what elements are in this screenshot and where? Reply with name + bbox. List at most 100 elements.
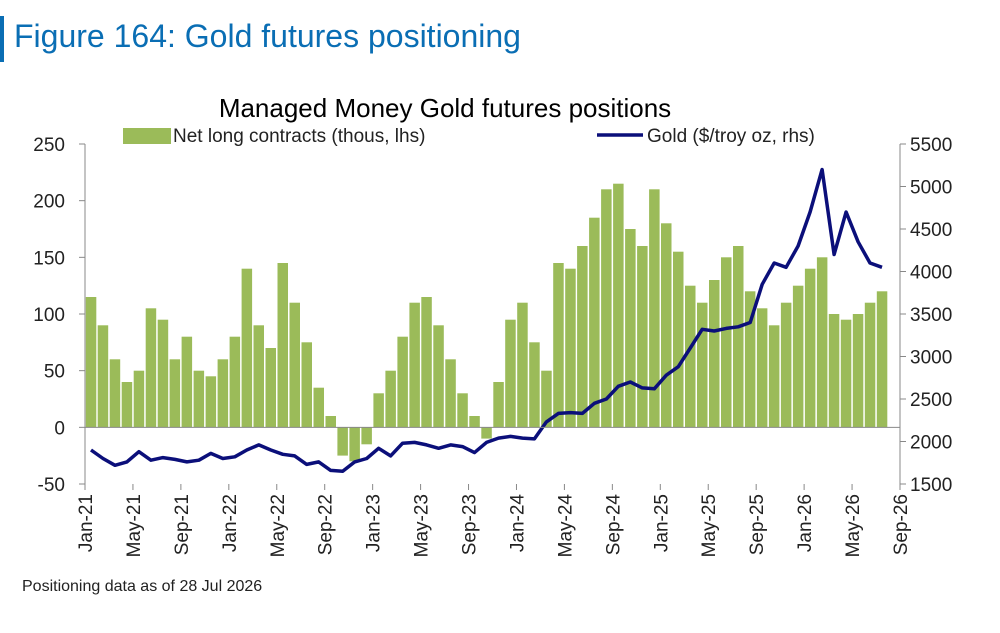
bar	[721, 257, 732, 428]
y-right-tick-label: 1500	[910, 475, 952, 496]
bar	[433, 325, 444, 428]
bar	[445, 359, 456, 428]
bar	[469, 416, 480, 428]
bar	[529, 342, 540, 428]
chart-title: Managed Money Gold futures positions	[219, 93, 671, 123]
bar	[601, 189, 612, 428]
x-tick-label: May-26	[843, 494, 864, 557]
gold-price-line	[89, 167, 883, 474]
y-right-tick-label: 3500	[910, 305, 952, 326]
bar	[253, 325, 264, 428]
bar	[229, 336, 241, 428]
bar	[792, 285, 804, 428]
y-left-tick-label: 50	[44, 362, 65, 383]
y-left-tick-label: -50	[38, 475, 65, 496]
legend-label-line: Gold ($/troy oz, rhs)	[647, 126, 815, 147]
y-left-tick-label: 100	[33, 305, 65, 326]
bar	[289, 302, 300, 428]
bar	[277, 263, 288, 428]
bar	[553, 263, 564, 428]
x-tick-label: Sep-25	[747, 494, 768, 555]
bar	[828, 314, 840, 428]
bar	[313, 387, 324, 428]
bar	[804, 268, 816, 428]
bar	[193, 370, 205, 428]
y-left-tick-label: 0	[54, 418, 65, 439]
bar	[756, 308, 768, 428]
bar	[97, 325, 109, 428]
bar	[265, 348, 276, 428]
bar	[337, 427, 348, 456]
bar	[673, 251, 684, 428]
x-tick-label: Jan-23	[364, 494, 385, 552]
bar	[157, 319, 169, 428]
footnote: Positioning data as of 28 Jul 2026	[22, 578, 263, 595]
y-right-tick-label: 2000	[910, 433, 952, 454]
bar	[85, 297, 97, 428]
x-tick-label: Jan-21	[76, 494, 97, 552]
bar-series	[85, 183, 888, 462]
y-left-tick-label: 150	[33, 248, 65, 269]
bar	[301, 342, 312, 428]
bar	[661, 223, 672, 428]
x-tick-label: Jan-22	[220, 494, 241, 552]
bar	[852, 314, 864, 428]
bar	[768, 325, 780, 428]
x-tick-label: May-24	[555, 494, 576, 558]
bar	[145, 308, 157, 428]
bar	[373, 393, 384, 428]
x-tick-label: Jan-24	[508, 494, 529, 553]
bar	[840, 319, 852, 428]
bar	[409, 302, 420, 428]
bar	[876, 291, 888, 428]
bar	[481, 427, 492, 439]
y-right-tick-label: 4500	[910, 220, 952, 241]
x-tick-label: Sep-21	[172, 494, 193, 555]
y-right-tick-label: 4000	[910, 263, 952, 284]
bar	[625, 229, 636, 428]
x-tick-label: May-22	[268, 494, 289, 557]
bar	[385, 370, 396, 428]
legend-swatch-bars	[123, 128, 171, 144]
bar	[457, 393, 468, 428]
x-tick-label: Jan-26	[795, 494, 816, 552]
x-tick-label: May-23	[412, 494, 433, 557]
y-right-tick-label: 2500	[910, 390, 952, 411]
bar	[709, 280, 720, 428]
bar	[649, 189, 660, 428]
bar	[589, 217, 600, 428]
x-tick-label: Sep-26	[891, 494, 912, 555]
bar	[685, 285, 696, 428]
bar	[325, 416, 336, 428]
bar	[577, 246, 588, 428]
y-right-tick-label: 5500	[910, 135, 952, 156]
bar	[217, 359, 229, 428]
y-right-tick-label: 3000	[910, 348, 952, 369]
bar	[421, 297, 432, 428]
bar	[565, 268, 576, 428]
bar	[349, 427, 360, 462]
bar	[493, 382, 504, 428]
bar	[205, 376, 217, 428]
bar	[541, 370, 552, 428]
legend-label-bars: Net long contracts (thous, lhs)	[173, 126, 425, 147]
bar	[780, 302, 792, 428]
y-left-tick-label: 200	[33, 192, 65, 213]
bar	[613, 183, 624, 428]
bar	[697, 302, 708, 428]
y-right-tick-label: 5000	[910, 178, 952, 199]
bar	[169, 359, 181, 428]
bar	[816, 257, 828, 428]
x-tick-label: Sep-23	[460, 494, 481, 555]
x-tick-label: May-21	[124, 494, 145, 557]
x-tick-label: May-25	[699, 494, 720, 557]
title-accent-bar	[0, 16, 4, 62]
x-tick-label: Sep-22	[316, 494, 337, 555]
bar	[241, 268, 253, 428]
chart-axes: 250 200 150 100 50 0 -50 5500 5000 4500 4000 3500 30…	[33, 135, 952, 557]
bar	[744, 291, 756, 428]
bar	[733, 246, 744, 428]
y-left-tick-label: 250	[33, 135, 65, 156]
bar	[109, 359, 121, 428]
